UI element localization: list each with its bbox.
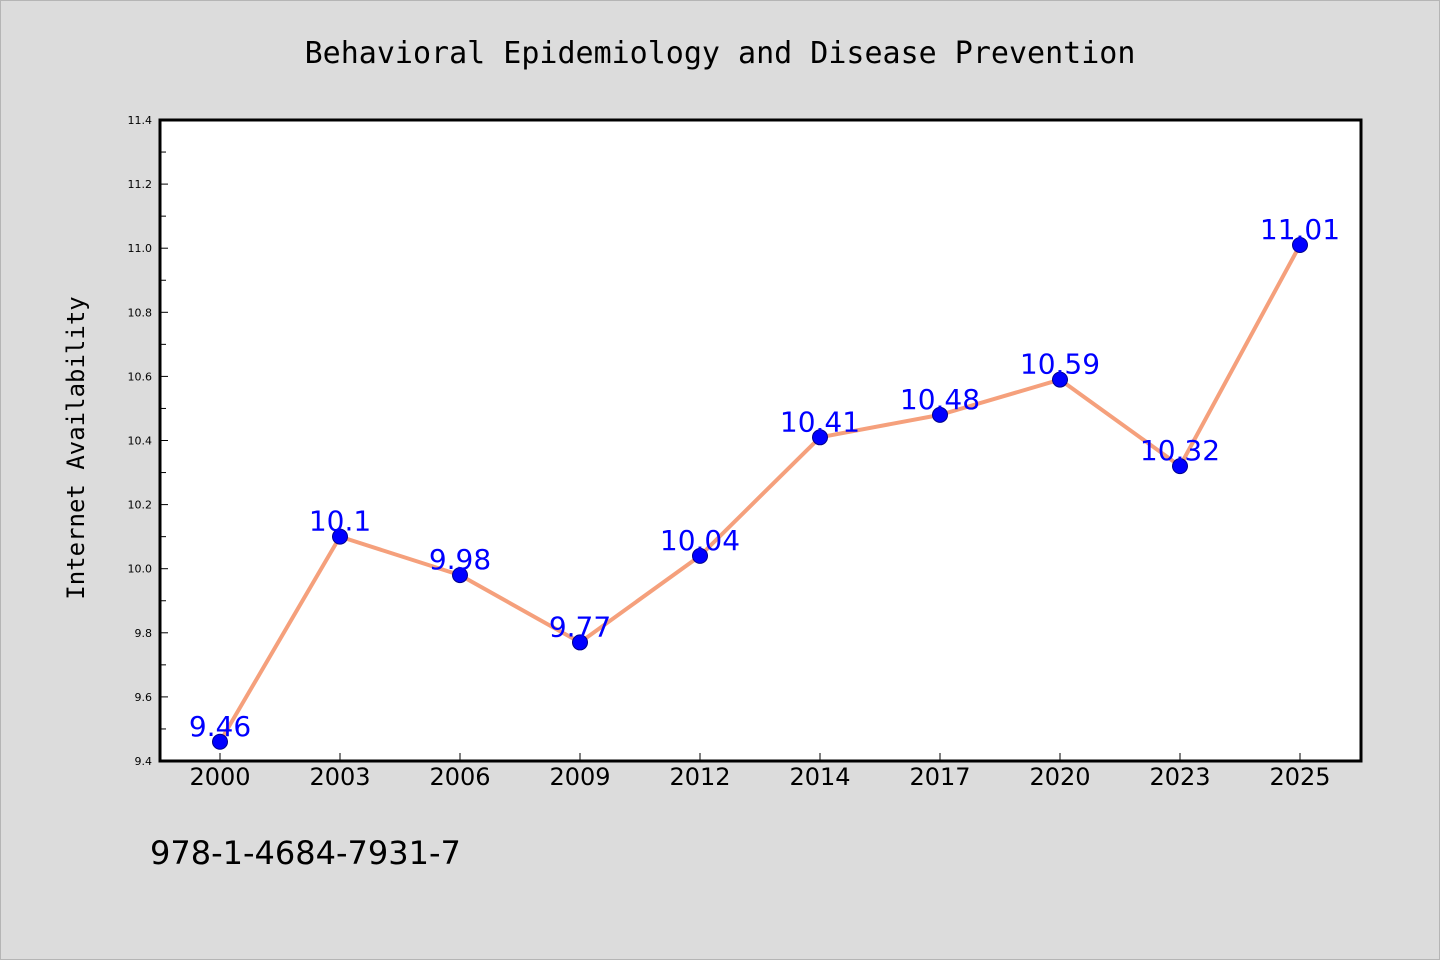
y-axis-label: Internet Availability [62,296,90,599]
series-line [218,242,1302,744]
y-tick-label: 10.2 [128,499,153,512]
y-tick-label: 10.8 [128,306,153,319]
data-label: 11.01 [1260,213,1340,246]
y-tick-label: 10.6 [128,370,153,383]
plot-area [160,120,1361,761]
x-tick-label: 2003 [309,763,370,791]
data-point-marker [332,528,348,545]
x-tick-label: 2009 [549,763,610,791]
x-axis: 2000 2003 2006 2009 2012 2014 2017 2020 2023 2025 [189,753,1331,791]
x-tick-label: 2020 [1029,763,1090,791]
data-label: 10.1 [309,505,371,538]
series-line-group: 9.46 10.1 9.98 9.77 10.04 10.41 10.48 10.59 10.3… [189,213,1340,750]
x-tick-label: 2023 [1149,763,1210,791]
data-point-marker [452,567,468,584]
x-tick-label: 2000 [189,763,250,791]
data-point-marker [212,733,228,750]
y-tick-label: 10.4 [128,435,153,448]
x-tick-label: 2025 [1269,763,1330,791]
data-label: 9.98 [429,543,491,576]
x-tick-label: 2012 [669,763,730,791]
data-point-marker [812,429,828,446]
data-label: 9.77 [549,610,611,643]
data-point-marker [692,547,708,564]
y-tick-label: 11.0 [128,242,153,255]
x-tick-label: 2014 [789,763,850,791]
footnote-isbn: 978-1-4684-7931-7 [150,834,461,872]
data-label: 10.59 [1020,348,1100,381]
y-tick-label: 9.8 [135,627,153,640]
y-tick-label: 10.0 [128,563,153,576]
y-tick-label: 11.2 [128,178,153,191]
y-tick-label: 11.4 [128,114,153,127]
data-point-marker [1052,371,1068,388]
data-point-marker [1292,236,1308,253]
data-point-marker [1172,458,1188,475]
data-point-marker [932,406,948,423]
y-tick-label: 9.4 [135,755,153,768]
chart-title: Behavioral Epidemiology and Disease Prev… [305,36,1136,71]
data-label: 10.32 [1140,434,1220,467]
y-tick-label: 9.6 [135,691,153,704]
data-label: 10.41 [780,405,860,438]
x-tick-label: 2017 [909,763,970,791]
data-label: 10.48 [900,383,980,416]
x-tick-label: 2006 [429,763,490,791]
data-label: 9.46 [189,710,251,743]
plot-border [158,118,1363,763]
data-point-marker [572,634,588,651]
data-label: 10.04 [660,524,740,557]
